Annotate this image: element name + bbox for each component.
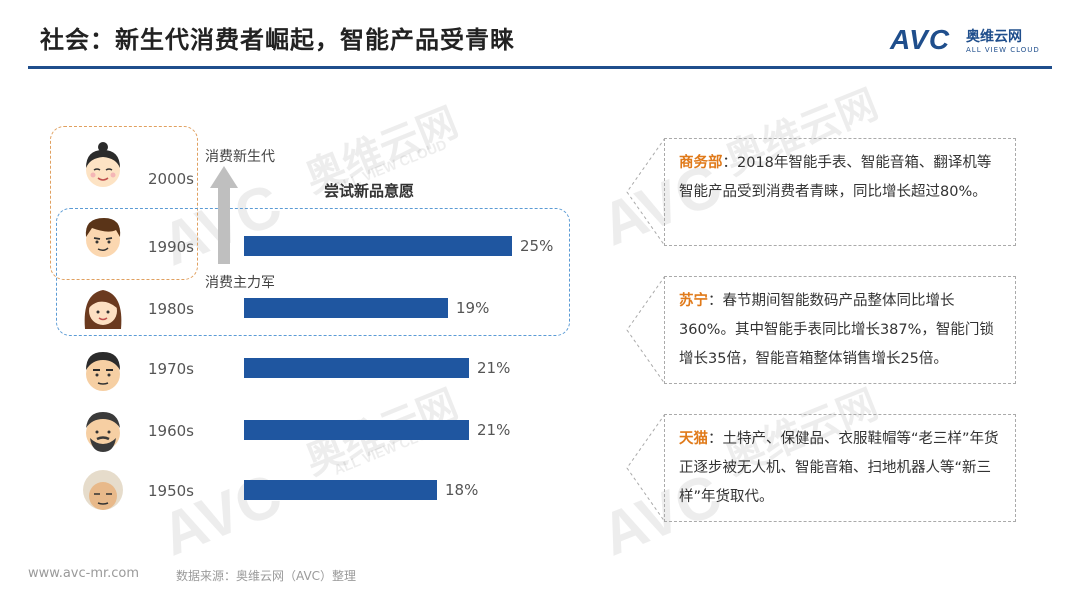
card-pointer-icon (626, 138, 666, 246)
info-card-tmall: 天猫：土特产、保健品、衣服鞋帽等“老三样”年货正逐步被无人机、智能音箱、扫地机器… (626, 414, 1016, 522)
avc-logo: AVC 奥维云网 ALL VIEW CLOUD (890, 24, 1060, 60)
decade-label: 1950s (148, 482, 194, 500)
logo-en-text: ALL VIEW CLOUD (966, 46, 1040, 54)
card-body: 商务部：2018年智能手表、智能音箱、翻译机等智能产品受到消费者青睐，同比增长超… (664, 138, 1016, 246)
bar-1990s (244, 236, 512, 256)
avatar-1980s-icon (84, 290, 122, 329)
main-force-label: 消费主力军 (205, 275, 275, 291)
new-generation-label: 消费新生代 (205, 149, 275, 165)
bar-1970s (244, 358, 469, 378)
avatar-1990s-icon (85, 218, 121, 257)
page-title: 社会：新生代消费者崛起，智能产品受青睐 (40, 26, 515, 54)
decade-label: 1990s (148, 238, 194, 256)
decade-label: 1980s (148, 300, 194, 318)
decade-label: 1970s (148, 360, 194, 378)
footer-url: www.avc-mr.com (28, 566, 140, 581)
card-text: ：2018年智能手表、智能音箱、翻译机等智能产品受到消费者青睐，同比增长超过80… (679, 155, 992, 200)
bar-1960s (244, 420, 469, 440)
avatar-2000s-icon (86, 142, 120, 187)
card-source: 商务部 (679, 155, 723, 171)
decade-label: 2000s (148, 170, 194, 188)
watermark: AVC (151, 460, 291, 569)
info-card-commerce: 商务部：2018年智能手表、智能音箱、翻译机等智能产品受到消费者青睐，同比增长超… (626, 138, 1016, 246)
avatar-1970s-icon (86, 352, 120, 391)
footer-source: 数据来源：奥维云网（AVC）整理 (176, 569, 357, 583)
card-source: 苏宁 (679, 293, 708, 309)
header-divider (28, 66, 1052, 69)
arrow-up-icon (210, 166, 238, 188)
logo-avc-text: AVC (890, 24, 951, 55)
bar-value-label: 19% (456, 299, 490, 317)
bar-1980s (244, 298, 448, 318)
avatar-1950s-icon (83, 470, 123, 510)
bar-value-label: 18% (445, 481, 479, 499)
bar-value-label: 25% (520, 237, 554, 255)
card-text: ：土特产、保健品、衣服鞋帽等“老三样”年货正逐步被无人机、智能音箱、扫地机器人等… (679, 431, 999, 505)
avatar-1960s-icon (86, 412, 120, 452)
card-text: ：春节期间智能数码产品整体同比增长360%。其中智能手表同比增长387%，智能门… (679, 293, 994, 367)
logo-cn-text: 奥维云网 (966, 29, 1022, 45)
card-pointer-icon (626, 414, 666, 522)
card-body: 苏宁：春节期间智能数码产品整体同比增长360%。其中智能手表同比增长387%，智… (664, 276, 1016, 384)
bar-value-label: 21% (477, 359, 511, 377)
arrow-shaft (218, 186, 230, 264)
card-body: 天猫：土特产、保健品、衣服鞋帽等“老三样”年货正逐步被无人机、智能音箱、扫地机器… (664, 414, 1016, 522)
decade-label: 1960s (148, 422, 194, 440)
new-generation-highlight (50, 126, 198, 280)
chart-title: 尝试新品意愿 (324, 182, 415, 200)
info-card-suning: 苏宁：春节期间智能数码产品整体同比增长360%。其中智能手表同比增长387%，智… (626, 276, 1016, 384)
card-pointer-icon (626, 276, 666, 384)
bar-value-label: 21% (477, 421, 511, 439)
bar-1950s (244, 480, 437, 500)
card-source: 天猫 (679, 431, 708, 447)
main-force-highlight (56, 208, 570, 336)
